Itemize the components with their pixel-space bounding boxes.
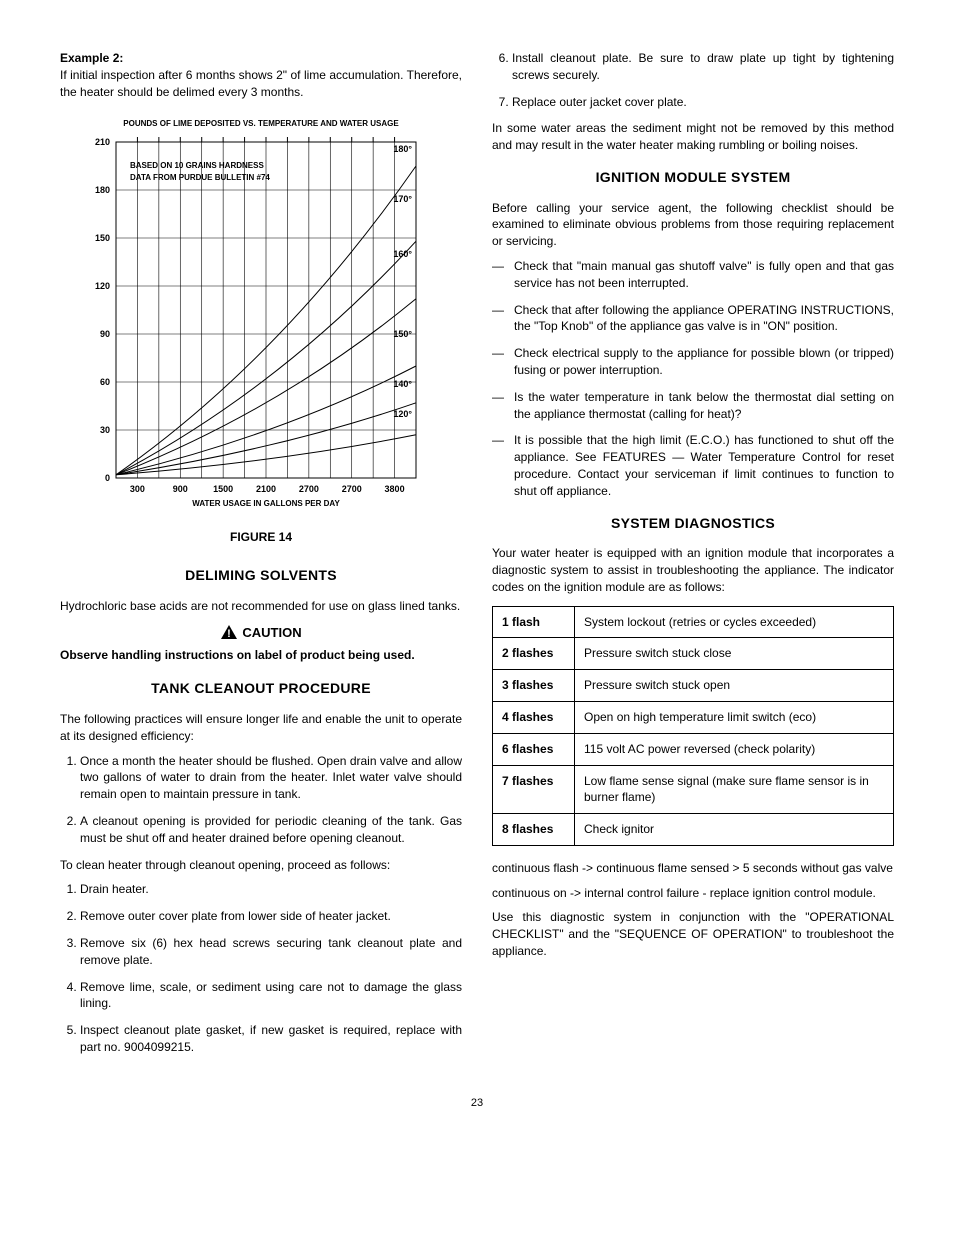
deliming-paragraph: Hydrochloric base acids are not recommen…	[60, 598, 462, 615]
table-row: 2 flashesPressure switch stuck close	[493, 638, 894, 670]
table-cell: Check ignitor	[575, 814, 894, 846]
table-cell: 4 flashes	[493, 701, 575, 733]
ignition-heading: IGNITION MODULE SYSTEM	[492, 168, 894, 188]
list-item: Install cleanout plate. Be sure to draw …	[512, 50, 894, 84]
table-cell: Low flame sense signal (make sure flame …	[575, 765, 894, 814]
svg-text:300: 300	[130, 484, 145, 494]
svg-text:150°: 150°	[393, 329, 412, 339]
tank-list-2: Drain heater. Remove outer cover plate fr…	[60, 881, 462, 1055]
svg-text:!: !	[228, 628, 232, 640]
svg-text:0: 0	[105, 473, 110, 483]
list-item: Remove lime, scale, or sediment using ca…	[80, 979, 462, 1013]
tank-intro: The following practices will ensure long…	[60, 711, 462, 745]
caution-label: CAUTION	[242, 625, 301, 640]
checklist-item: Check that after following the appliance…	[492, 302, 894, 336]
svg-text:180°: 180°	[393, 144, 412, 154]
list-item: A cleanout opening is provided for perio…	[80, 813, 462, 847]
deliming-heading: DELIMING SOLVENTS	[60, 566, 462, 586]
svg-text:BASED ON 10 GRAINS HARDNESS: BASED ON 10 GRAINS HARDNESS	[130, 161, 264, 170]
svg-text:30: 30	[100, 425, 110, 435]
svg-text:180: 180	[95, 185, 110, 195]
svg-text:3800: 3800	[385, 484, 405, 494]
continuous-on-note: continuous on -> internal control failur…	[492, 885, 894, 902]
svg-text:DATA FROM PURDUE BULLETIN #74: DATA FROM PURDUE BULLETIN #74	[130, 173, 270, 182]
table-row: 8 flashesCheck ignitor	[493, 814, 894, 846]
svg-text:2100: 2100	[256, 484, 276, 494]
table-cell: Open on high temperature limit switch (e…	[575, 701, 894, 733]
svg-text:150: 150	[95, 233, 110, 243]
svg-text:POUNDS OF LIME DEPOSITED VS. T: POUNDS OF LIME DEPOSITED VS. TEMPERATURE…	[123, 119, 399, 128]
list-item: Remove six (6) hex head screws securing …	[80, 935, 462, 969]
table-cell: Pressure switch stuck open	[575, 670, 894, 702]
lime-chart-svg: POUNDS OF LIME DEPOSITED VS. TEMPERATURE…	[76, 114, 446, 514]
table-cell: 1 flash	[493, 606, 575, 638]
table-row: 6 flashes115 volt AC power reversed (che…	[493, 733, 894, 765]
checklist-item: Is the water temperature in tank below t…	[492, 389, 894, 423]
caution-text: Observe handling instructions on label o…	[60, 647, 462, 664]
diagnostics-table: 1 flashSystem lockout (retries or cycles…	[492, 606, 894, 846]
list-item: Drain heater.	[80, 881, 462, 898]
table-cell: 2 flashes	[493, 638, 575, 670]
list-item: Replace outer jacket cover plate.	[512, 94, 894, 111]
checklist-item: Check that "main manual gas shutoff valv…	[492, 258, 894, 292]
ignition-intro: Before calling your service agent, the f…	[492, 200, 894, 250]
diagnostics-outro: Use this diagnostic system in conjunctio…	[492, 909, 894, 959]
left-column: Example 2: If initial inspection after 6…	[60, 50, 462, 1066]
list-item: Remove outer cover plate from lower side…	[80, 908, 462, 925]
page-number: 23	[60, 1096, 894, 1111]
table-cell: 3 flashes	[493, 670, 575, 702]
svg-text:160°: 160°	[393, 249, 412, 259]
svg-text:WATER USAGE IN GALLONS PER DAY: WATER USAGE IN GALLONS PER DAY	[192, 499, 340, 508]
table-cell: 115 volt AC power reversed (check polari…	[575, 733, 894, 765]
tank-mid: To clean heater through cleanout opening…	[60, 857, 462, 874]
table-cell: System lockout (retries or cycles exceed…	[575, 606, 894, 638]
tank-list-1: Once a month the heater should be flushe…	[60, 753, 462, 847]
sediment-paragraph: In some water areas the sediment might n…	[492, 120, 894, 154]
warning-icon: !	[220, 624, 238, 640]
svg-text:170°: 170°	[393, 194, 412, 204]
example-paragraph: Example 2: If initial inspection after 6…	[60, 50, 462, 100]
svg-text:2700: 2700	[299, 484, 319, 494]
table-row: 1 flashSystem lockout (retries or cycles…	[493, 606, 894, 638]
tank-heading: TANK CLEANOUT PROCEDURE	[60, 679, 462, 699]
ignition-checklist: Check that "main manual gas shutoff valv…	[492, 258, 894, 500]
checklist-item: It is possible that the high limit (E.C.…	[492, 432, 894, 499]
svg-text:90: 90	[100, 329, 110, 339]
list-item: Inspect cleanout plate gasket, if new ga…	[80, 1022, 462, 1056]
table-row: 7 flashesLow flame sense signal (make su…	[493, 765, 894, 814]
svg-text:120°: 120°	[393, 409, 412, 419]
continuous-flash-note: continuous flash -> continuous flame sen…	[492, 860, 894, 877]
table-cell: 8 flashes	[493, 814, 575, 846]
table-row: 4 flashesOpen on high temperature limit …	[493, 701, 894, 733]
svg-text:60: 60	[100, 377, 110, 387]
table-cell: 7 flashes	[493, 765, 575, 814]
table-cell: 6 flashes	[493, 733, 575, 765]
table-cell: Pressure switch stuck close	[575, 638, 894, 670]
example-body: If initial inspection after 6 months sho…	[60, 68, 462, 99]
svg-text:1500: 1500	[213, 484, 233, 494]
example-head: Example 2:	[60, 51, 123, 65]
diagnostics-heading: SYSTEM DIAGNOSTICS	[492, 514, 894, 534]
table-row: 3 flashesPressure switch stuck open	[493, 670, 894, 702]
tank-list-2-cont: Install cleanout plate. Be sure to draw …	[492, 50, 894, 110]
diagnostics-intro: Your water heater is equipped with an ig…	[492, 545, 894, 595]
checklist-item: Check electrical supply to the appliance…	[492, 345, 894, 379]
svg-text:900: 900	[173, 484, 188, 494]
right-column: Install cleanout plate. Be sure to draw …	[492, 50, 894, 1066]
figure-label: FIGURE 14	[60, 529, 462, 546]
list-item: Once a month the heater should be flushe…	[80, 753, 462, 803]
caution-row: ! CAUTION	[60, 624, 462, 642]
svg-text:210: 210	[95, 137, 110, 147]
svg-text:140°: 140°	[393, 379, 412, 389]
svg-text:2700: 2700	[342, 484, 362, 494]
svg-text:120: 120	[95, 281, 110, 291]
lime-chart: POUNDS OF LIME DEPOSITED VS. TEMPERATURE…	[60, 114, 462, 519]
